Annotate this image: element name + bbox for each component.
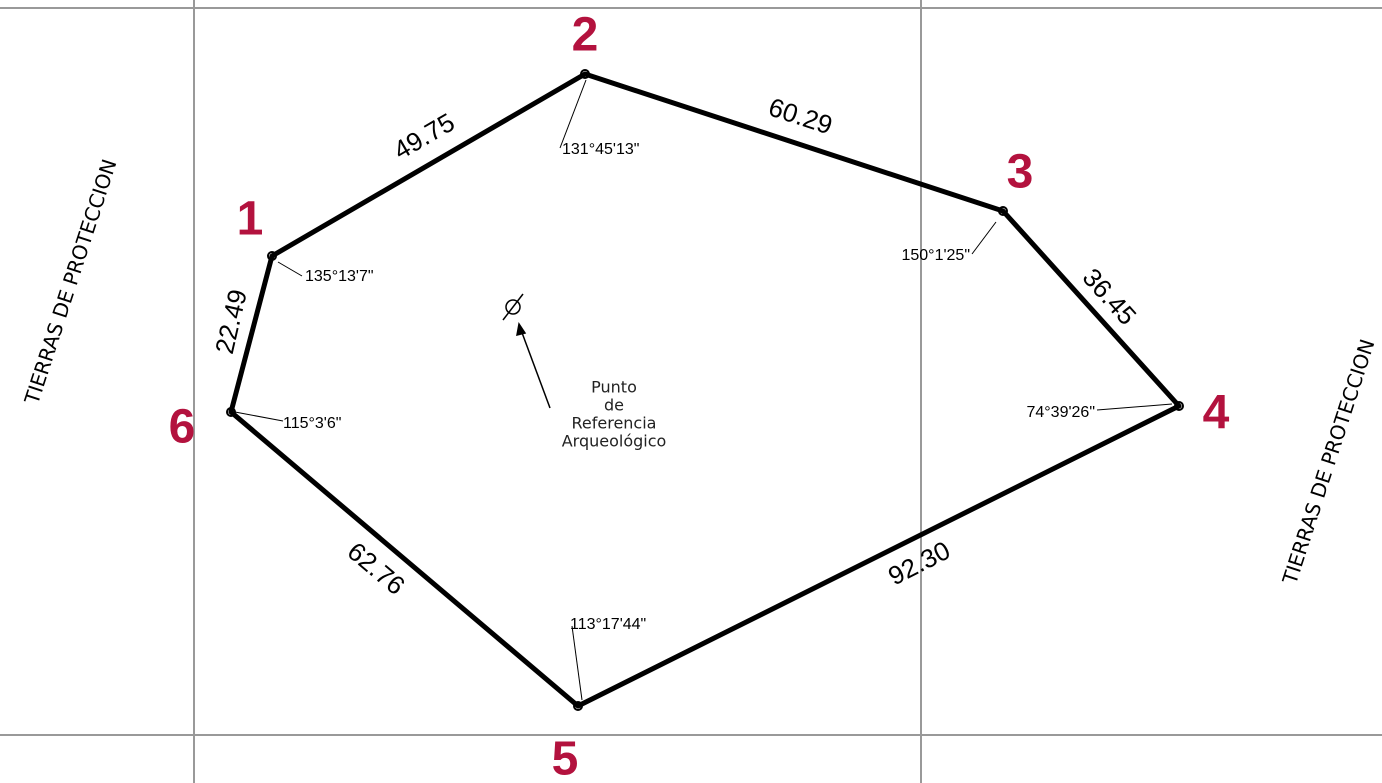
angle-leader [571, 625, 583, 701]
angle-leader [1096, 403, 1173, 411]
vertex-number: 1 [237, 193, 264, 246]
angle-label: 135°13'7" [305, 268, 374, 285]
edge-length: 92.30 [883, 535, 955, 591]
marker-circle [505, 299, 521, 315]
vertex-number: 3 [1007, 146, 1034, 199]
vertex-number: 4 [1203, 387, 1230, 440]
angle-label: 74°39'26" [1026, 404, 1095, 421]
angle-label: 115°3'6" [283, 415, 341, 432]
arrow-head [516, 322, 527, 337]
side-label: TIERRAS DE PROTECCION [19, 156, 121, 408]
angle-leader [559, 79, 587, 149]
edge-length: 36.45 [1077, 262, 1143, 330]
marker-cross [502, 293, 524, 321]
edge-length: 49.75 [388, 107, 459, 166]
edge-length: 60.29 [765, 92, 836, 141]
vertex-point [1174, 401, 1184, 411]
angle-leader [234, 411, 284, 422]
vertex-point [573, 701, 583, 711]
vertex-point [580, 69, 590, 79]
vertex-point [267, 251, 277, 261]
arrow-line [520, 329, 551, 409]
parcel-boundary [228, 71, 1182, 709]
vertex-number: 5 [552, 733, 579, 783]
angle-label: 113°17'44" [570, 616, 646, 633]
reference-marker [502, 293, 551, 409]
angle-leader [971, 221, 997, 255]
angle-leader [277, 261, 303, 277]
angle-label: 150°1'25" [901, 247, 970, 264]
vertex-number: 6 [169, 401, 196, 454]
edge-length: 62.76 [342, 536, 411, 601]
reference-label: de [604, 396, 624, 415]
vertex-number: 2 [572, 9, 599, 62]
vertex-point [998, 206, 1008, 216]
reference-label: Punto [591, 378, 637, 397]
reference-label: Referencia [572, 414, 657, 433]
side-label: TIERRAS DE PROTECCION [1277, 336, 1379, 588]
reference-label: Arqueológico [562, 432, 667, 451]
angle-label: 131°45'13" [562, 141, 639, 158]
